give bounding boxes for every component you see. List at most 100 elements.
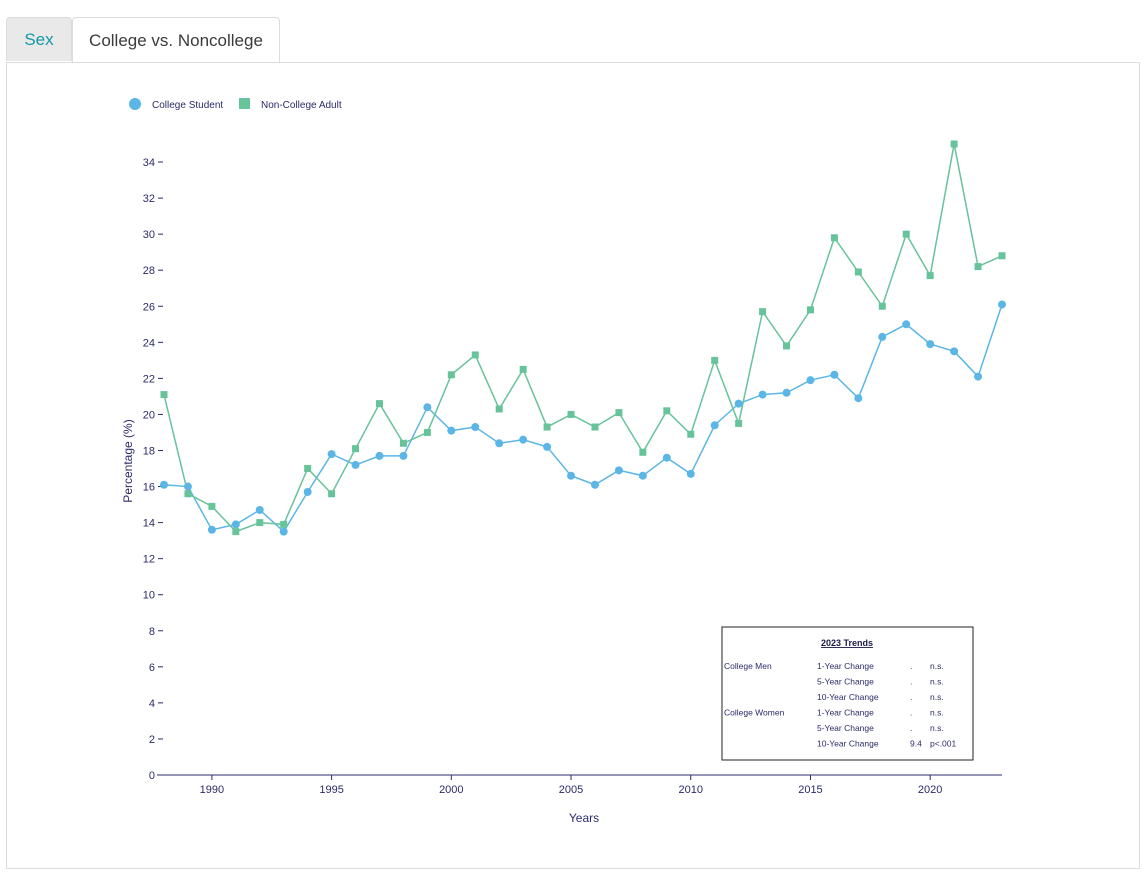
data-point-college-student [830,370,839,379]
data-point-non-college-adult [352,445,360,453]
data-point-college-student [662,453,671,462]
trend-value: . [910,677,912,687]
data-point-non-college-adult [256,519,264,527]
tab-sex[interactable]: Sex [6,17,72,61]
series-line-college-student [163,304,1003,533]
y-tick-label: 22 [143,373,155,385]
legend: College Student Non-College Adult [129,98,342,111]
data-point-college-student [902,320,911,329]
data-point-college-student [399,451,408,460]
data-point-non-college-adult [902,230,910,238]
x-tick-label: 2010 [679,784,703,796]
data-point-non-college-adult [974,263,982,271]
y-tick-label: 4 [149,698,155,710]
data-point-non-college-adult [711,356,719,364]
data-point-non-college-adult [208,502,216,510]
data-point-non-college-adult [280,520,288,528]
data-point-non-college-adult [184,490,192,498]
data-point-non-college-adult [160,391,168,399]
legend-marker-non-college-adult [239,98,250,109]
trend-change: 5-Year Change [817,723,874,733]
trend-value: . [910,692,912,702]
data-point-non-college-adult [783,342,791,350]
data-point-non-college-adult [735,419,743,427]
data-point-college-student [303,487,312,496]
data-point-non-college-adult [998,252,1006,260]
trend-group: College Men [724,661,772,671]
data-point-college-student [160,480,168,489]
trend-significance: n.s. [930,677,944,687]
y-tick-label: 14 [143,518,155,530]
trend-change: 1-Year Change [817,661,874,671]
data-point-college-student [351,460,360,469]
y-tick-label: 16 [143,482,155,494]
tab-college-vs-noncollege[interactable]: College vs. Noncollege [72,17,280,63]
data-point-college-student [590,480,599,489]
x-tick-label: 2020 [918,784,942,796]
data-point-non-college-adult [399,439,407,447]
y-axis-title: Percentage (%) [121,419,135,502]
x-tick-label: 2000 [439,784,463,796]
y-tick-label: 12 [143,554,155,566]
x-tick-label: 2005 [559,784,583,796]
data-point-college-student [734,399,743,408]
data-point-college-student [519,435,528,444]
x-axis-title: Years [569,811,599,825]
y-tick-label: 8 [149,626,155,638]
data-point-non-college-adult [591,423,599,431]
data-point-non-college-adult [663,407,671,415]
y-tick-label: 28 [143,265,155,277]
legend-marker-college-student [129,98,141,110]
data-point-college-student [327,450,336,459]
data-point-college-student [183,482,192,491]
tab-bar: Sex College vs. Noncollege [6,17,280,63]
y-tick-label: 26 [143,301,155,313]
data-point-college-student [638,471,647,480]
y-tick-label: 18 [143,445,155,457]
data-point-non-college-adult [806,306,814,314]
legend-label-non-college-adult: Non-College Adult [261,100,342,111]
data-point-non-college-adult [759,308,767,316]
data-point-college-student [950,347,959,356]
data-point-college-student [878,332,887,341]
data-point-non-college-adult [830,234,838,242]
data-point-college-student [974,372,983,381]
data-point-non-college-adult [495,405,503,413]
y-tick-label: 30 [143,229,155,241]
x-tick-label: 2015 [798,784,822,796]
data-point-non-college-adult [854,268,862,276]
data-point-college-student [255,505,264,514]
trend-significance: n.s. [930,661,944,671]
data-point-non-college-adult [232,528,240,536]
data-point-non-college-adult [304,465,312,473]
trend-value: 9.4 [910,739,922,749]
data-point-college-student [806,376,815,385]
trend-significance: p<.001 [930,739,957,749]
trend-value: . [910,661,912,671]
y-tick-label: 20 [143,409,155,421]
data-point-college-student [231,520,240,529]
x-tick-label: 1995 [319,784,343,796]
x-tick-label: 1990 [200,784,224,796]
trend-group: College Women [724,708,785,718]
data-point-college-student [758,390,767,399]
data-point-college-student [686,469,695,478]
data-point-non-college-adult [950,140,958,148]
data-point-non-college-adult [423,428,431,436]
y-tick-label: 10 [143,590,155,602]
data-point-non-college-adult [615,409,623,417]
trend-significance: n.s. [930,723,944,733]
y-tick-label: 0 [149,770,155,782]
data-point-non-college-adult [878,302,886,310]
data-point-college-student [471,423,480,432]
trends-box: 2023 Trends College Men 1-Year Change. n.s… [721,626,974,761]
data-point-non-college-adult [639,448,647,456]
trend-value: . [910,723,912,733]
y-tick-label: 2 [149,734,155,746]
data-point-college-student [423,403,432,412]
trend-change: 10-Year Change [817,739,879,749]
data-point-college-student [543,442,552,451]
data-point-non-college-adult [447,371,455,379]
data-point-college-student [567,471,576,480]
